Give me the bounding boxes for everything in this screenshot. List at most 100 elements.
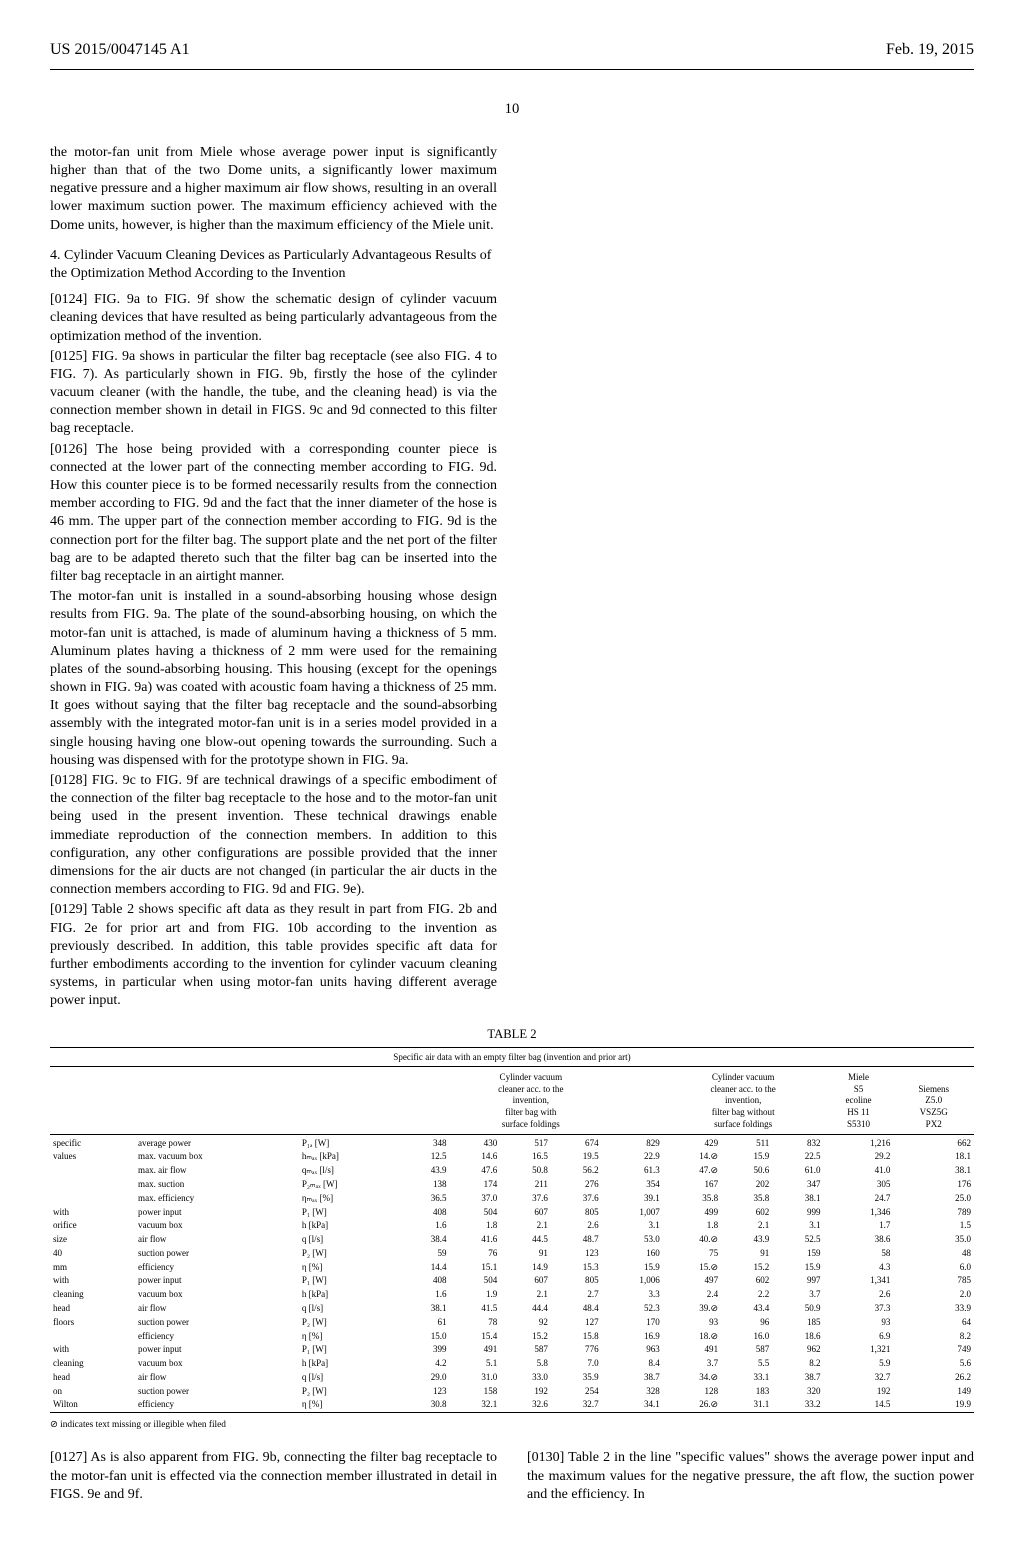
header-rule	[50, 69, 974, 70]
row-group-label	[50, 1330, 135, 1344]
cell: 1.8	[450, 1219, 501, 1233]
cell: 348	[399, 1137, 450, 1151]
row-group-label: Wilton	[50, 1398, 135, 1412]
row-group-label	[50, 1164, 135, 1178]
table-footnote: ⊘ indicates text missing or illegible wh…	[50, 1419, 974, 1431]
cell: 3.3	[602, 1288, 663, 1302]
cell: 167	[663, 1178, 721, 1192]
cell: 78	[450, 1316, 501, 1330]
cell: 192	[500, 1385, 551, 1399]
cell: 75	[663, 1247, 721, 1261]
cell: 4.3	[824, 1261, 894, 1275]
cell: 35.0	[893, 1233, 974, 1247]
cell: 48.7	[551, 1233, 602, 1247]
cell: 123	[551, 1247, 602, 1261]
cell: 1,006	[602, 1274, 663, 1288]
row-unit: P₁ [W]	[299, 1274, 399, 1288]
row-label: air flow	[135, 1371, 299, 1385]
cell: 2.6	[551, 1219, 602, 1233]
cell: 602	[721, 1274, 772, 1288]
row-unit: ηₘₐₓ [%]	[299, 1192, 399, 1206]
cell: 41.6	[450, 1233, 501, 1247]
cell: 16.9	[602, 1330, 663, 1344]
pub-number: US 2015/0047145 A1	[50, 40, 190, 61]
cell: 14.⊘	[663, 1150, 721, 1164]
table-title: TABLE 2	[50, 1026, 974, 1042]
row-label: power input	[135, 1206, 299, 1220]
paragraph-0126: [0126] The hose being provided with a co…	[50, 441, 497, 587]
cell: 408	[399, 1274, 450, 1288]
cell: 2.2	[721, 1288, 772, 1302]
cell: 408	[399, 1206, 450, 1220]
cell: 32.7	[824, 1371, 894, 1385]
row-group-label: head	[50, 1302, 135, 1316]
cell: 202	[721, 1178, 772, 1192]
row-group-label: cleaning	[50, 1288, 135, 1302]
row-unit: P₂ [W]	[299, 1316, 399, 1330]
cell: 37.0	[450, 1192, 501, 1206]
section-heading: 4. Cylinder Vacuum Cleaning Devices as P…	[50, 247, 497, 283]
cell: 999	[772, 1206, 823, 1220]
paragraph-0125: [0125] FIG. 9a shows in particular the f…	[50, 348, 497, 439]
cell: 50.6	[721, 1164, 772, 1178]
table-2: TABLE 2 Specific air data with an empty …	[50, 1026, 974, 1431]
row-group-label	[50, 1178, 135, 1192]
cell: 40.⊘	[663, 1233, 721, 1247]
paragraph-0128: [0128] FIG. 9c to FIG. 9f are technical …	[50, 772, 497, 899]
row-unit: P₂ [W]	[299, 1247, 399, 1261]
cell: 30.8	[399, 1398, 450, 1412]
cell: 3.1	[602, 1219, 663, 1233]
cell: 499	[663, 1206, 721, 1220]
cell: 174	[450, 1178, 501, 1192]
row-label: suction power	[135, 1316, 299, 1330]
cell: 16.0	[721, 1330, 772, 1344]
cell: 38.7	[602, 1371, 663, 1385]
row-unit: η [%]	[299, 1330, 399, 1344]
cell: 43.4	[721, 1302, 772, 1316]
cell: 2.0	[893, 1288, 974, 1302]
cell: 26.2	[893, 1371, 974, 1385]
cell: 14.9	[500, 1261, 551, 1275]
cell: 36.5	[399, 1192, 450, 1206]
group-header-4: Siemens Z5.0 VSZ5G PX2	[893, 1069, 974, 1134]
cell: 2.1	[721, 1219, 772, 1233]
row-label: air flow	[135, 1302, 299, 1316]
row-unit: P₁ₐ [W]	[299, 1137, 399, 1151]
cell: 15.9	[602, 1261, 663, 1275]
cell: 33.0	[500, 1371, 551, 1385]
cell: 32.7	[551, 1398, 602, 1412]
cell: 587	[721, 1343, 772, 1357]
row-group-label: mm	[50, 1261, 135, 1275]
cell: 3.1	[772, 1219, 823, 1233]
body-columns: the motor-fan unit from Miele whose aver…	[50, 144, 974, 1013]
cell: 1,346	[824, 1206, 894, 1220]
cell: 26.⊘	[663, 1398, 721, 1412]
cell: 328	[602, 1385, 663, 1399]
cell: 963	[602, 1343, 663, 1357]
cell: 2.4	[663, 1288, 721, 1302]
cell: 34.1	[602, 1398, 663, 1412]
row-label: max. air flow	[135, 1164, 299, 1178]
cell: 18.⊘	[663, 1330, 721, 1344]
cell: 41.5	[450, 1302, 501, 1316]
cell: 22.5	[772, 1150, 823, 1164]
cell: 491	[450, 1343, 501, 1357]
cell: 38.1	[772, 1192, 823, 1206]
paragraph-0124: [0124] FIG. 9a to FIG. 9f show the schem…	[50, 291, 497, 346]
cell: 749	[893, 1343, 974, 1357]
cell: 44.5	[500, 1233, 551, 1247]
cell: 789	[893, 1206, 974, 1220]
cell: 1,216	[824, 1137, 894, 1151]
row-label: vacuum box	[135, 1219, 299, 1233]
row-label: max. vacuum box	[135, 1150, 299, 1164]
cell: 48.4	[551, 1302, 602, 1316]
cell: 38.1	[399, 1302, 450, 1316]
cell: 149	[893, 1385, 974, 1399]
cell: 674	[551, 1137, 602, 1151]
cell: 38.1	[893, 1164, 974, 1178]
cell: 29.2	[824, 1150, 894, 1164]
cell: 37.6	[500, 1192, 551, 1206]
cell: 14.5	[824, 1398, 894, 1412]
cell: 1.8	[663, 1219, 721, 1233]
cell: 491	[663, 1343, 721, 1357]
